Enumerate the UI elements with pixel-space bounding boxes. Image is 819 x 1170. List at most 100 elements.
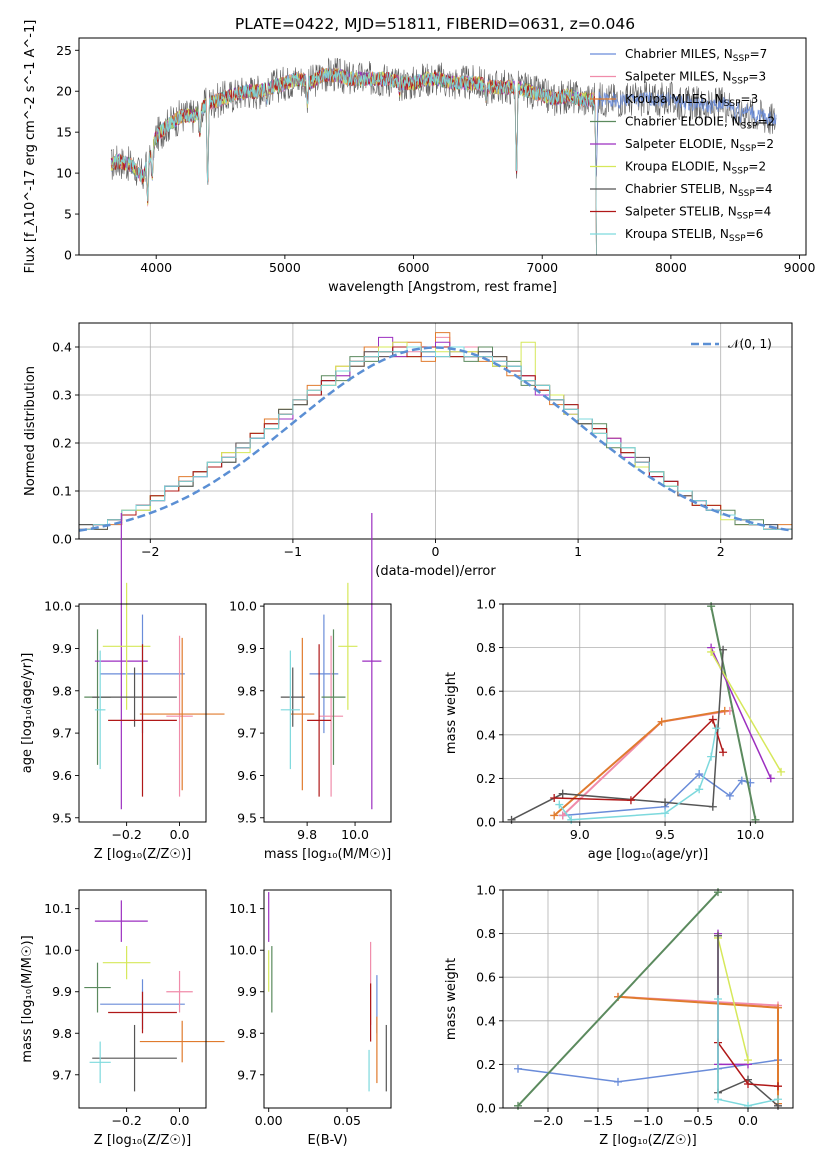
x-tick-label: −2.0 xyxy=(533,1113,563,1128)
weight-marker xyxy=(751,815,760,824)
x-tick-label: 0.05 xyxy=(333,1113,361,1128)
legend-sub: SSP xyxy=(732,167,749,177)
x-tick-label: −1.5 xyxy=(583,1113,613,1128)
weight-marker xyxy=(766,774,775,783)
x-tick-label: −0.5 xyxy=(683,1113,713,1128)
mass_vs_ebv-panel: 0.00 0.05 9.7 9.8 9.9 10.0 10.1 E(B-V) xyxy=(229,889,392,1148)
y-tick-label: 9.7 xyxy=(52,726,72,741)
weight-line-chabrier-elodie xyxy=(710,605,757,821)
y-tick-label: 10.0 xyxy=(44,599,72,614)
legend-sub: SSP xyxy=(724,99,741,109)
x-tick-label: 9.8 xyxy=(297,827,317,842)
y-tick-label: 0 xyxy=(64,248,72,263)
legend-entry: Salpeter ELODIE, NSSP=2 xyxy=(625,137,774,154)
x-tick-label: 5000 xyxy=(269,260,301,275)
x-tick-label: 0.00 xyxy=(255,1113,283,1128)
legend-sub: SSP xyxy=(738,189,755,199)
weight-marker xyxy=(737,776,746,785)
weight-marker xyxy=(550,811,559,820)
y-tick-label: 0.3 xyxy=(52,388,72,403)
weight-marker xyxy=(720,706,729,715)
errorbar-point xyxy=(338,582,358,710)
errorbar-point xyxy=(139,637,225,791)
legend-value: =4 xyxy=(755,182,773,196)
y-tick-label: 0.2 xyxy=(476,1057,496,1072)
errorbar-point xyxy=(166,635,193,797)
y-tick-label: 9.9 xyxy=(52,641,72,656)
y-tick-label: 9.7 xyxy=(52,1067,72,1082)
mass_vs_Z-panel: −0.2 0.0 9.7 9.8 9.9 10.0 10.1 Z [log₁₀(Z/Z☉)] m… xyxy=(20,889,225,1148)
y-tick-label: 15 xyxy=(56,125,72,140)
y-tick-label: 10.0 xyxy=(229,599,257,614)
weight-marker xyxy=(707,647,716,656)
legend-sub: SSP xyxy=(741,122,758,132)
x-axis-label: age [log₁₀(age/yr)] xyxy=(588,847,709,862)
errorbar-point xyxy=(108,991,177,1034)
y-tick-label: 1.0 xyxy=(476,597,496,612)
y-tick-label: 9.9 xyxy=(237,984,257,999)
weight-marker xyxy=(626,796,635,805)
y-tick-label: 9.7 xyxy=(237,726,257,741)
x-tick-label: −0.2 xyxy=(111,1113,141,1128)
weight-line-salpeter-stelib xyxy=(554,718,724,801)
x-tick-label: 4000 xyxy=(140,260,172,275)
weight-marker xyxy=(555,800,564,809)
weight-marker xyxy=(514,1064,522,1073)
x-axis-label: E(B-V) xyxy=(307,1133,347,1148)
weight-line-kroupa-stelib xyxy=(558,728,717,821)
legend-value: =4 xyxy=(754,205,772,219)
y-tick-label: 0.0 xyxy=(476,815,496,830)
weight-marker xyxy=(614,1077,622,1086)
y-tick-label: 10 xyxy=(56,166,72,181)
x-axis-label: (data-model)/error xyxy=(375,564,496,579)
y-tick-label: 0.2 xyxy=(52,436,72,451)
legend-label: Salpeter MILES, N xyxy=(625,70,732,84)
legend-entry: Chabrier STELIB, NSSP=4 xyxy=(625,182,773,199)
legend-value: =2 xyxy=(748,160,766,174)
legend-sub: SSP xyxy=(733,54,750,64)
weight-line-chabrier-miles xyxy=(562,773,751,817)
legend-entry: Kroupa MILES, NSSP=3 xyxy=(625,92,758,109)
legend-value: =2 xyxy=(756,137,774,151)
weight-marker xyxy=(558,811,567,820)
y-tick-label: 9.8 xyxy=(52,1026,72,1041)
axes-frame xyxy=(78,37,807,256)
x-tick-label: 0.0 xyxy=(170,827,190,842)
y-tick-label: 1.0 xyxy=(476,883,496,898)
age_vs_Z-panel: −0.2 0.0 9.5 9.6 9.7 9.8 9.9 10.0 Z [log₁₀(Z/Z☉)… xyxy=(20,512,225,862)
age_vs_mass-panel: 9.8 10.0 9.5 9.6 9.7 9.8 9.9 10.0 mass [log₁₀(M/… xyxy=(229,512,392,862)
x-axis-label: Z [log₁₀(Z/Z☉)] xyxy=(94,1133,191,1148)
legend-value: =3 xyxy=(748,70,766,84)
errorbar-point xyxy=(102,582,151,710)
legend-value: =6 xyxy=(746,227,764,241)
y-tick-label: 0.4 xyxy=(476,1013,496,1028)
y-tick-label: 9.9 xyxy=(52,984,72,999)
y-axis-label: age [log₁₀(age/yr)] xyxy=(20,653,35,774)
x-tick-label: 2 xyxy=(717,544,725,559)
y-tick-label: 10.0 xyxy=(44,943,72,958)
spectrum-line-kroupa-stelib xyxy=(110,67,597,255)
y-axis-label: Flux [f_λ10^-17 erg cm^-2 s^-1 A^-1] xyxy=(23,20,38,274)
weight-marker xyxy=(708,802,717,811)
errorbar-point xyxy=(89,1041,111,1084)
legend-label: Kroupa ELODIE, N xyxy=(625,160,732,174)
x-axis-label: Z [log₁₀(Z/Z☉)] xyxy=(94,847,191,862)
errorbar-point xyxy=(290,637,315,791)
legend-value: =3 xyxy=(741,92,759,106)
errorbar-point xyxy=(84,962,111,1013)
weight-marker xyxy=(661,798,670,807)
histogram-kroupa-stelib xyxy=(78,346,792,539)
weight-marker xyxy=(695,785,704,794)
y-axis-label: mass weight xyxy=(444,672,459,754)
x-tick-label: 0 xyxy=(432,544,440,559)
legend-entry: 𝒩(0, 1) xyxy=(728,337,772,351)
weight-marker xyxy=(707,602,716,611)
legend-entry: Salpeter MILES, NSSP=3 xyxy=(625,70,766,87)
axes-frame xyxy=(78,889,207,1109)
legend-label: Salpeter STELIB, N xyxy=(625,205,737,219)
y-tick-label: 9.5 xyxy=(52,810,72,825)
y-tick-label: 0.6 xyxy=(476,970,496,985)
y-tick-label: 10.1 xyxy=(229,901,257,916)
errorbar-point xyxy=(319,635,344,797)
